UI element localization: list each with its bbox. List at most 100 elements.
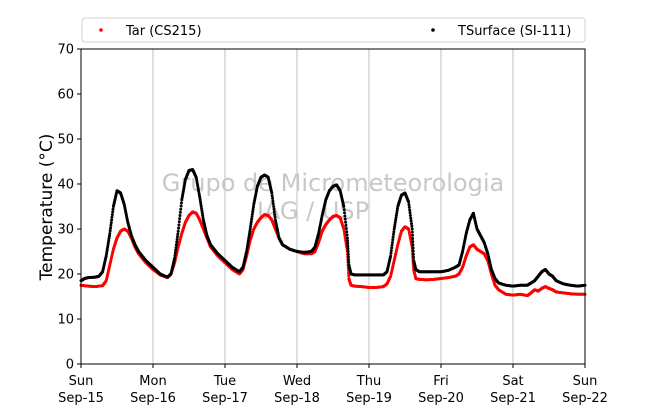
data-point [409, 222, 413, 226]
data-point [251, 207, 255, 211]
data-point [104, 254, 108, 258]
data-point [251, 210, 255, 214]
legend-label-tsurface: TSurface (SI-111) [457, 24, 571, 39]
data-point [105, 247, 109, 251]
data-point [410, 233, 414, 237]
data-point [391, 232, 395, 236]
data-point [247, 232, 251, 235]
data-point [395, 209, 399, 213]
data-point [110, 218, 114, 222]
data-point [249, 220, 253, 224]
data-point [390, 246, 394, 250]
data-point [271, 196, 275, 200]
x-tick-day-5: Fri [433, 374, 449, 389]
y-tick-label-70: 70 [57, 43, 74, 58]
series-1 [79, 168, 587, 288]
data-point [410, 230, 414, 234]
data-point [247, 236, 251, 240]
data-point [346, 255, 350, 259]
x-tick-date-0: Sep-15 [58, 391, 104, 406]
data-point [392, 230, 396, 234]
series-0 [79, 210, 587, 298]
y-tick-label-60: 60 [57, 88, 74, 103]
data-point [245, 250, 249, 253]
x-tick-date-3: Sep-18 [274, 391, 320, 406]
data-point [199, 202, 203, 206]
data-point [199, 200, 203, 204]
data-point [273, 215, 277, 219]
data-point [409, 219, 413, 223]
data-point [174, 245, 178, 249]
data-point [107, 234, 111, 238]
data-point [246, 243, 250, 247]
data-points [79, 168, 587, 298]
data-point [177, 226, 181, 230]
data-point [200, 207, 204, 211]
x-axis: Sun Sep-15 Mon Sep-16 Tue Sep-17 Wed Sep-18 Thu S… [58, 364, 608, 406]
data-point [247, 234, 251, 238]
data-point [179, 207, 183, 211]
data-point [178, 210, 182, 214]
data-point [408, 214, 412, 217]
data-point [251, 205, 255, 209]
data-point [107, 236, 111, 240]
y-tick-label-20: 20 [57, 268, 74, 283]
legend-label-tar: Tar (CS215) [125, 24, 202, 39]
data-point [342, 208, 346, 212]
data-point [200, 211, 204, 215]
x-tick-day-7: Sun [573, 374, 598, 389]
data-point [174, 248, 178, 252]
data-point [347, 260, 351, 264]
x-tick-day-3: Wed [283, 374, 311, 389]
data-point [250, 215, 254, 219]
data-point [175, 235, 179, 239]
data-point [248, 229, 252, 233]
data-point [411, 252, 415, 256]
data-point [173, 254, 177, 258]
data-point [345, 230, 349, 234]
data-point [407, 205, 411, 209]
data-point [412, 255, 415, 259]
data-point [344, 223, 348, 227]
data-point [272, 205, 276, 208]
data-point [393, 223, 397, 226]
data-point [390, 241, 394, 244]
data-point [271, 202, 275, 206]
x-tick-date-6: Sep-21 [490, 391, 536, 406]
data-point [201, 216, 205, 220]
x-tick-day-1: Mon [139, 374, 166, 389]
data-point [342, 227, 346, 231]
legend-box [81, 17, 586, 43]
data-point [176, 232, 180, 236]
data-point [343, 232, 347, 235]
data-point [345, 236, 349, 240]
y-axis-label: Temperature (°C) [37, 134, 57, 282]
data-point [395, 207, 399, 211]
data-point [179, 204, 183, 208]
legend-marker-tar [99, 28, 103, 32]
data-point [249, 222, 253, 226]
data-point [107, 238, 111, 242]
grid-lines [152, 49, 514, 364]
data-point [347, 258, 351, 262]
data-point [175, 240, 179, 244]
data-point [343, 217, 347, 221]
data-point [245, 245, 249, 249]
data-point [245, 247, 249, 251]
data-point [346, 252, 350, 256]
data-point [346, 247, 350, 251]
x-tick-date-7: Sep-22 [562, 391, 608, 406]
data-point [391, 238, 395, 242]
legend-marker-tsurface [431, 28, 435, 32]
data-point [411, 249, 415, 253]
y-tick-label-30: 30 [57, 223, 74, 238]
data-point [178, 214, 182, 217]
data-point [111, 207, 115, 211]
data-point [394, 218, 398, 222]
data-point [176, 229, 180, 233]
data-point [270, 194, 274, 198]
x-tick-day-6: Sat [502, 374, 523, 389]
y-tick-label-10: 10 [57, 313, 74, 328]
data-point [105, 250, 109, 253]
